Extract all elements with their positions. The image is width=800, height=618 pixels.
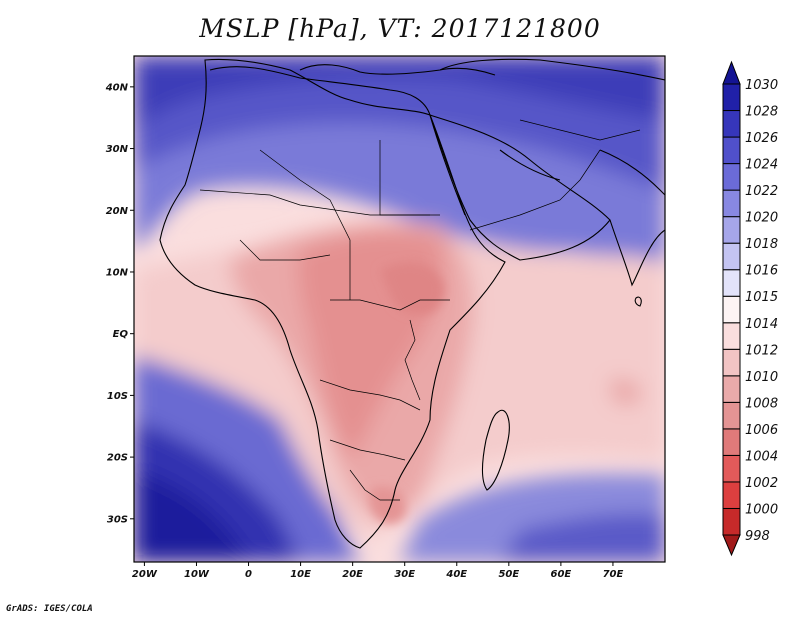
border-arabia [469, 149, 601, 231]
coastlines [159, 58, 665, 549]
colorbar-label: 1020 [745, 211, 778, 226]
colorbar-label: 1028 [745, 105, 778, 120]
colorbar-swatch [722, 295, 741, 324]
y-tick-label: 10S [107, 391, 128, 402]
colorbar-label: 1010 [745, 370, 778, 385]
borders [199, 119, 641, 501]
colorbar-label: 1006 [745, 423, 778, 438]
colorbar-swatch [722, 60, 741, 85]
ocean-low-patch [610, 378, 641, 406]
colorbar-swatch [722, 348, 741, 377]
y-tick-label: 30S [107, 514, 128, 525]
x-tick-label: 20W [132, 569, 158, 580]
border-south [349, 469, 400, 501]
x-axis: 20W 10W 0 10E 20E 30E 40E 50E 60E 70E [132, 562, 624, 580]
x-tick-label: 10W [184, 569, 210, 580]
sri-lanka [634, 296, 642, 307]
colorbar-swatch [722, 481, 741, 509]
colorbar-label: 1030 [745, 78, 778, 93]
colorbar-label: 998 [745, 529, 770, 544]
colorbar-swatch [722, 428, 741, 456]
colorbar-swatch [722, 322, 741, 350]
colorbar: 998 1000 1002 1004 1006 1008 1010 1012 1014 1015 1… [722, 60, 778, 557]
colorbar-swatch [722, 534, 741, 557]
colorbar-swatch [722, 454, 741, 483]
x-tick-label: 20E [342, 569, 363, 580]
plot-frame [133, 55, 666, 563]
colorbar-swatch [722, 189, 741, 218]
border-west [239, 239, 331, 261]
colorbar-label: 1015 [745, 290, 778, 305]
x-tick-label: 30E [394, 569, 415, 580]
x-tick-label: 10E [290, 569, 311, 580]
y-tick-label: 20N [106, 206, 129, 217]
colorbar-label: 1016 [745, 264, 778, 279]
colorbar-swatch [722, 83, 741, 112]
colorbar-label: 1014 [745, 317, 778, 332]
madagascar [481, 409, 510, 491]
border-central [259, 149, 351, 300]
south-atlantic-max [134, 470, 250, 562]
x-tick-label: 50E [498, 569, 519, 580]
x-tick-label: 0 [245, 569, 252, 580]
colorbar-swatch [722, 216, 741, 244]
colorbar-label: 1000 [745, 502, 778, 517]
border-lakes [404, 319, 421, 401]
x-tick-label: 60E [551, 569, 572, 580]
colorbar-swatch [722, 110, 741, 138]
india-coast [599, 149, 665, 287]
north-high-max [134, 56, 665, 130]
south-africa-low [370, 486, 406, 524]
colorbar-swatch [722, 269, 741, 297]
border-egypt-sudan [379, 140, 440, 216]
border-angola [319, 379, 421, 411]
colorbar-swatch [722, 401, 741, 430]
africa-coast [159, 58, 506, 549]
colorbar-swatch [722, 136, 741, 165]
pressure-field [134, 56, 665, 562]
y-tick-label: 10N [106, 267, 129, 278]
colorbar-label: 1012 [745, 343, 778, 358]
x-tick-label: 70E [603, 569, 624, 580]
colorbar-label: 1024 [745, 158, 778, 173]
colorbar-swatch [722, 375, 741, 403]
chart-title: MSLP [hPa], VT: 2017121800 [199, 14, 601, 43]
border-congo [330, 299, 450, 311]
colorbar-label: 1008 [745, 396, 778, 411]
y-tick-label: 30N [106, 144, 129, 155]
colorbar-label: 1026 [745, 131, 778, 146]
colorbar-swatch [722, 242, 741, 271]
grads-credit: GrADS: IGES/COLA [6, 604, 93, 614]
indian-ocean-core [500, 513, 665, 562]
colorbar-label: 1018 [745, 237, 778, 252]
colorbar-label: 1022 [745, 184, 778, 199]
y-tick-label: 40N [105, 82, 129, 93]
med-coast [209, 64, 496, 116]
sudan-low [380, 262, 445, 315]
y-tick-label: 20S [107, 453, 128, 464]
arabia-coast [429, 114, 611, 261]
colorbar-swatch [722, 507, 741, 536]
red-sea-gulf [429, 114, 561, 216]
colorbar-label: 1002 [745, 476, 778, 491]
y-tick-label: EQ [113, 329, 129, 340]
colorbar-label: 1004 [745, 449, 778, 464]
asia-coast [439, 58, 665, 81]
y-axis: 40N 30N 20N 10N EQ 10S 20S 30S [105, 82, 134, 525]
colorbar-swatch [722, 163, 741, 191]
border-botswana [329, 439, 406, 461]
border-persia [519, 119, 641, 141]
x-tick-label: 40E [445, 569, 467, 580]
